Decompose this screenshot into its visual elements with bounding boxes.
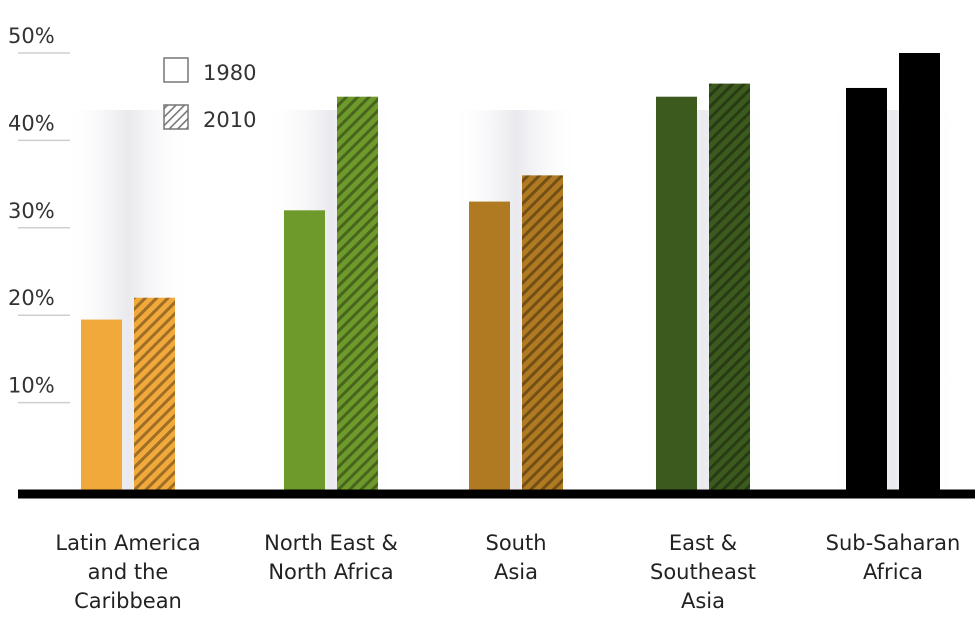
legend-swatch-2010 bbox=[163, 104, 189, 130]
bar-1980 bbox=[284, 210, 325, 490]
category-label: Latin America bbox=[55, 531, 200, 555]
bar-1980 bbox=[846, 87, 887, 491]
y-tick-label: 10% bbox=[8, 374, 55, 398]
y-tick-label: 20% bbox=[8, 286, 55, 310]
bar-1980 bbox=[656, 96, 697, 490]
category-label: North Africa bbox=[268, 560, 393, 584]
legend-label: 2010 bbox=[203, 108, 256, 132]
bar-2010 bbox=[709, 83, 750, 490]
legend-label: 1980 bbox=[203, 61, 256, 85]
y-tick-marks: 10% 20% 30% 40% 50% bbox=[8, 24, 70, 404]
category-label: North East & bbox=[264, 531, 398, 555]
bar-1980 bbox=[81, 319, 122, 490]
category-label: Southeast bbox=[650, 560, 756, 584]
legend: 1980 2010 bbox=[163, 57, 256, 132]
category-labels: Latin America and the Caribbean North East … bbox=[55, 531, 960, 613]
bar-2010 bbox=[134, 297, 175, 490]
category-backgrounds bbox=[63, 110, 958, 490]
category-label: East & bbox=[669, 531, 737, 555]
bar-1980 bbox=[469, 201, 510, 490]
bar-2010 bbox=[337, 96, 378, 490]
category-label: Africa bbox=[863, 560, 923, 584]
y-tick-label: 40% bbox=[8, 111, 55, 135]
category-label: and the bbox=[88, 560, 169, 584]
y-tick-label: 50% bbox=[8, 24, 55, 48]
bar-2010 bbox=[899, 53, 940, 490]
category-label: Asia bbox=[494, 560, 538, 584]
y-tick-label: 30% bbox=[8, 199, 55, 223]
category-label: Asia bbox=[681, 589, 725, 613]
category-label: South bbox=[485, 531, 546, 555]
category-label: Sub-Saharan bbox=[826, 531, 961, 555]
bar-2010 bbox=[522, 175, 563, 491]
bars bbox=[81, 53, 940, 491]
category-label: Caribbean bbox=[74, 589, 182, 613]
legend-swatch-1980 bbox=[163, 57, 189, 83]
